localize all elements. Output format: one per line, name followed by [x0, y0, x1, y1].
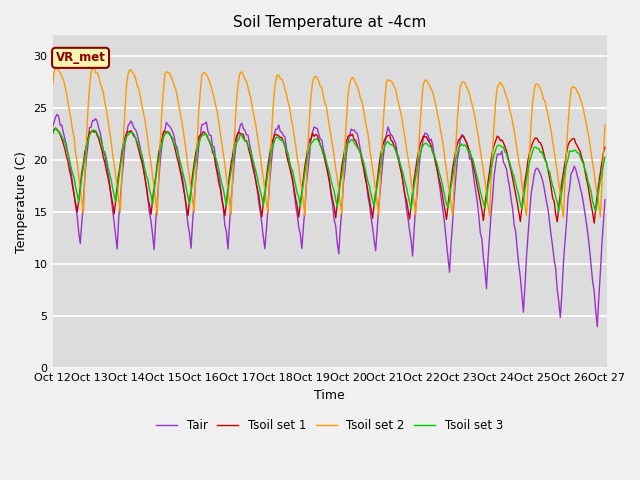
Tair	[243, 132, 250, 138]
Tair	[53, 111, 61, 117]
Tsoil set 2	[215, 119, 223, 125]
X-axis label: Time: Time	[314, 389, 345, 402]
Tsoil set 2	[559, 214, 567, 220]
Tsoil set 1	[118, 150, 125, 156]
Tair	[593, 324, 601, 330]
Tsoil set 2	[292, 142, 300, 148]
Tsoil set 3	[243, 138, 250, 144]
Tsoil set 1	[572, 140, 580, 146]
Tsoil set 1	[52, 125, 60, 131]
Tsoil set 3	[555, 209, 563, 215]
Line: Tair: Tair	[52, 114, 605, 327]
Tsoil set 2	[234, 89, 241, 95]
Tsoil set 1	[215, 180, 223, 185]
Tsoil set 1	[601, 144, 609, 150]
Title: Soil Temperature at -4cm: Soil Temperature at -4cm	[233, 15, 426, 30]
Tsoil set 3	[573, 150, 581, 156]
Tsoil set 1	[292, 196, 300, 202]
Tsoil set 3	[118, 154, 125, 160]
Tsoil set 1	[49, 128, 56, 134]
Tair	[601, 197, 609, 203]
Tsoil set 3	[215, 166, 223, 172]
Tair	[292, 202, 300, 207]
Line: Tsoil set 2: Tsoil set 2	[52, 66, 605, 217]
Tsoil set 1	[243, 138, 250, 144]
Tsoil set 3	[234, 139, 241, 144]
Line: Tsoil set 3: Tsoil set 3	[52, 129, 605, 212]
Tair	[234, 134, 241, 140]
Line: Tsoil set 1: Tsoil set 1	[52, 128, 605, 223]
Tair	[572, 167, 580, 172]
Tair	[49, 124, 56, 130]
Tsoil set 1	[234, 132, 241, 137]
Tsoil set 2	[601, 122, 609, 128]
Tair	[215, 171, 223, 177]
Tsoil set 3	[52, 126, 60, 132]
Tsoil set 2	[573, 89, 581, 95]
Text: VR_met: VR_met	[56, 51, 106, 64]
Tsoil set 2	[49, 84, 56, 89]
Tsoil set 3	[292, 183, 300, 189]
Tsoil set 2	[243, 79, 250, 84]
Tsoil set 3	[601, 155, 609, 160]
Tsoil set 2	[52, 63, 60, 69]
Tsoil set 1	[590, 220, 598, 226]
Tsoil set 3	[49, 132, 56, 137]
Tsoil set 2	[118, 174, 125, 180]
Tair	[118, 177, 125, 183]
Legend: Tair, Tsoil set 1, Tsoil set 2, Tsoil set 3: Tair, Tsoil set 1, Tsoil set 2, Tsoil se…	[151, 414, 508, 437]
Y-axis label: Temperature (C): Temperature (C)	[15, 151, 28, 253]
